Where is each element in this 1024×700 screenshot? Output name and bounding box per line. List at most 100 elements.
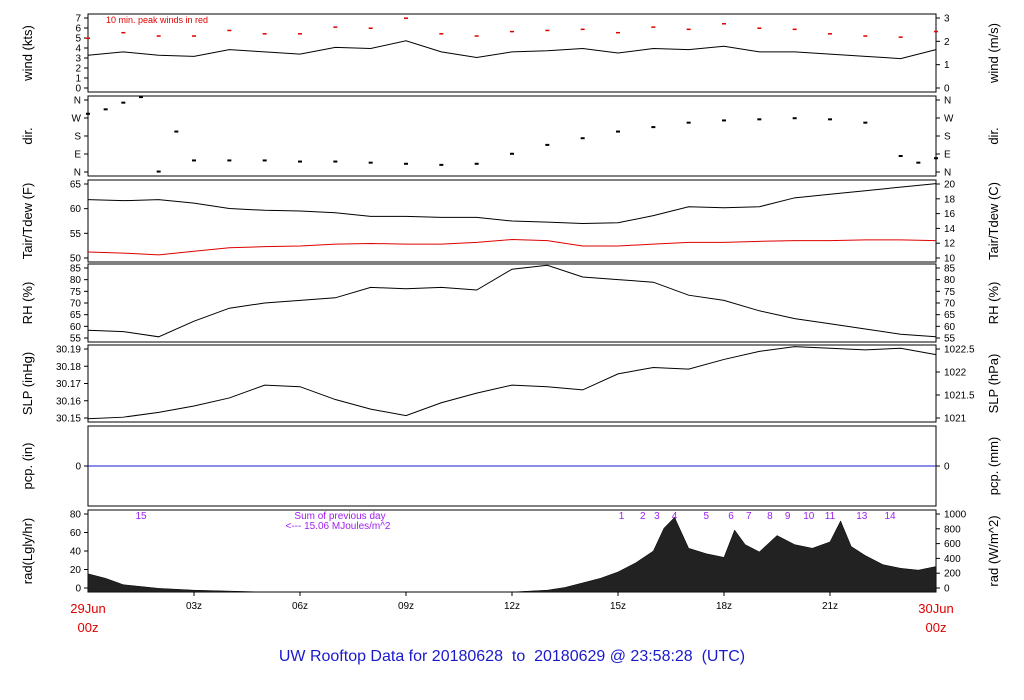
peak-wind-mark xyxy=(545,29,550,32)
dir-point xyxy=(828,118,832,121)
ytick-label-right-dir: W xyxy=(944,114,954,125)
dir-point xyxy=(439,163,444,166)
peak-wind-mark xyxy=(686,28,691,31)
panel-frame-dir xyxy=(87,95,937,177)
ylabel-left-dir: dir. xyxy=(20,127,35,144)
peak-wind-mark xyxy=(121,31,126,34)
ytick-label-right-slp: 1021.5 xyxy=(944,391,975,402)
peak-wind-mark xyxy=(262,33,267,35)
ylabel-right-temp: Tair/Tdew (C) xyxy=(986,182,1001,260)
ytick-label-right-dir: N xyxy=(944,96,951,107)
ytick-label-right-rh: 70 xyxy=(944,299,956,310)
dir-point xyxy=(651,126,656,129)
ytick-label-left-dir: E xyxy=(74,150,81,161)
dir-point xyxy=(404,162,408,165)
rad-hour-label: 9 xyxy=(785,511,791,522)
ytick-label-left-dir: W xyxy=(72,114,82,125)
ytick-label-right-rad: 200 xyxy=(944,569,961,580)
ytick-label-left-wind: 6 xyxy=(75,24,81,35)
ylabel-right-slp: SLP (hPa) xyxy=(986,354,1001,414)
ytick-label-right-rh: 55 xyxy=(944,334,956,345)
rad-hour-label: 13 xyxy=(856,511,868,522)
xtick-label: 09z xyxy=(398,601,414,612)
rad-hour-label: 2 xyxy=(640,511,646,522)
peak-wind-mark xyxy=(333,26,338,28)
ytick-label-right-temp: 14 xyxy=(944,224,956,235)
xtick-label: 18z xyxy=(716,601,732,612)
panel-frame-rh xyxy=(87,263,937,343)
ytick-label-left-dir: S xyxy=(74,132,81,143)
ytick-label-right-rad: 800 xyxy=(944,524,961,535)
ytick-label-right-dir: N xyxy=(944,168,951,179)
ytick-label-left-rh: 65 xyxy=(70,310,82,321)
dir-point xyxy=(916,161,921,164)
ytick-label-left-rh: 75 xyxy=(70,287,82,298)
peak-wind-mark xyxy=(192,35,196,37)
ytick-label-right-rad: 600 xyxy=(944,539,961,550)
ytick-label-left-rad: 60 xyxy=(70,528,82,539)
rad-sum-label: Sum of previous day xyxy=(294,511,385,522)
ytick-label-right-temp: 20 xyxy=(944,180,956,191)
ytick-label-left-pcp: 0 xyxy=(75,462,81,473)
ytick-label-left-wind: 4 xyxy=(75,44,81,55)
ytick-label-left-rad: 0 xyxy=(75,584,81,595)
ytick-label-left-temp: 65 xyxy=(70,180,82,191)
ytick-label-right-rh: 80 xyxy=(944,275,956,286)
ylabel-right-rad: rad (W/m^2) xyxy=(986,515,1001,586)
ytick-label-left-temp: 50 xyxy=(70,254,82,265)
x-end-time: 00z xyxy=(926,620,947,635)
ylabel-left-slp: SLP (inHg) xyxy=(20,352,35,415)
ytick-label-left-rad: 40 xyxy=(70,547,82,558)
ytick-label-left-wind: 1 xyxy=(75,74,81,85)
ytick-label-left-slp: 30.15 xyxy=(56,414,81,425)
wind-annotation: 10 min. peak winds in red xyxy=(106,15,208,25)
ytick-label-right-rh: 60 xyxy=(944,322,956,333)
ylabel-left-wind: wind (kts) xyxy=(20,25,35,82)
series-line-slp xyxy=(87,346,937,420)
peak-wind-mark xyxy=(757,27,762,29)
ytick-label-left-rh: 80 xyxy=(70,275,82,286)
ylabel-left-temp: Tair/Tdew (F) xyxy=(20,183,35,260)
ytick-label-right-wind: 1 xyxy=(944,60,950,71)
peak-wind-mark xyxy=(651,26,656,28)
series-line-wind xyxy=(87,40,937,60)
x-start-time: 00z xyxy=(78,620,99,635)
ytick-label-right-wind: 2 xyxy=(944,37,950,48)
ytick-label-left-rh: 60 xyxy=(70,322,82,333)
ytick-label-left-wind: 0 xyxy=(75,84,81,95)
ytick-label-left-slp: 30.19 xyxy=(56,345,81,356)
ytick-label-right-slp: 1021 xyxy=(944,414,967,425)
xtick-label: 12z xyxy=(504,601,520,612)
ytick-label-right-dir: E xyxy=(944,150,951,161)
dir-point xyxy=(174,130,179,133)
dir-point xyxy=(934,157,938,160)
x-start-date: 29Jun xyxy=(70,601,105,616)
xtick-label: 15z xyxy=(610,601,626,612)
ytick-label-right-rad: 1000 xyxy=(944,510,967,521)
ylabel-right-rh: RH (%) xyxy=(986,282,1001,325)
rad-hour-label: 3 xyxy=(654,511,660,522)
ytick-label-left-wind: 2 xyxy=(75,64,81,75)
ytick-label-right-temp: 18 xyxy=(944,194,956,205)
dir-point xyxy=(545,143,550,146)
ytick-label-left-rh: 85 xyxy=(70,264,82,275)
series-line-rh xyxy=(87,264,937,338)
dir-point xyxy=(139,96,143,99)
rad-sum-value: <--- 15.06 MJoules/m^2 xyxy=(285,521,390,532)
peak-wind-mark xyxy=(227,29,232,32)
dir-point xyxy=(103,108,108,111)
footer-title: UW Rooftop Data for 20180628 to 20180629… xyxy=(278,648,746,665)
ytick-label-right-rad: 0 xyxy=(944,584,950,595)
ytick-label-right-rad: 400 xyxy=(944,554,961,565)
ytick-label-left-slp: 30.16 xyxy=(56,396,81,407)
peak-wind-mark xyxy=(934,30,938,33)
ytick-label-right-rh: 65 xyxy=(944,310,956,321)
ytick-label-right-rh: 85 xyxy=(944,264,956,275)
ytick-label-right-pcp: 0 xyxy=(944,462,950,473)
dir-point xyxy=(192,159,196,162)
ytick-label-left-dir: N xyxy=(74,96,81,107)
ytick-label-left-slp: 30.17 xyxy=(56,379,81,390)
ytick-label-right-temp: 16 xyxy=(944,209,956,220)
rad-hour-label: 14 xyxy=(885,511,897,522)
rad-hour-label: 1 xyxy=(619,511,625,522)
